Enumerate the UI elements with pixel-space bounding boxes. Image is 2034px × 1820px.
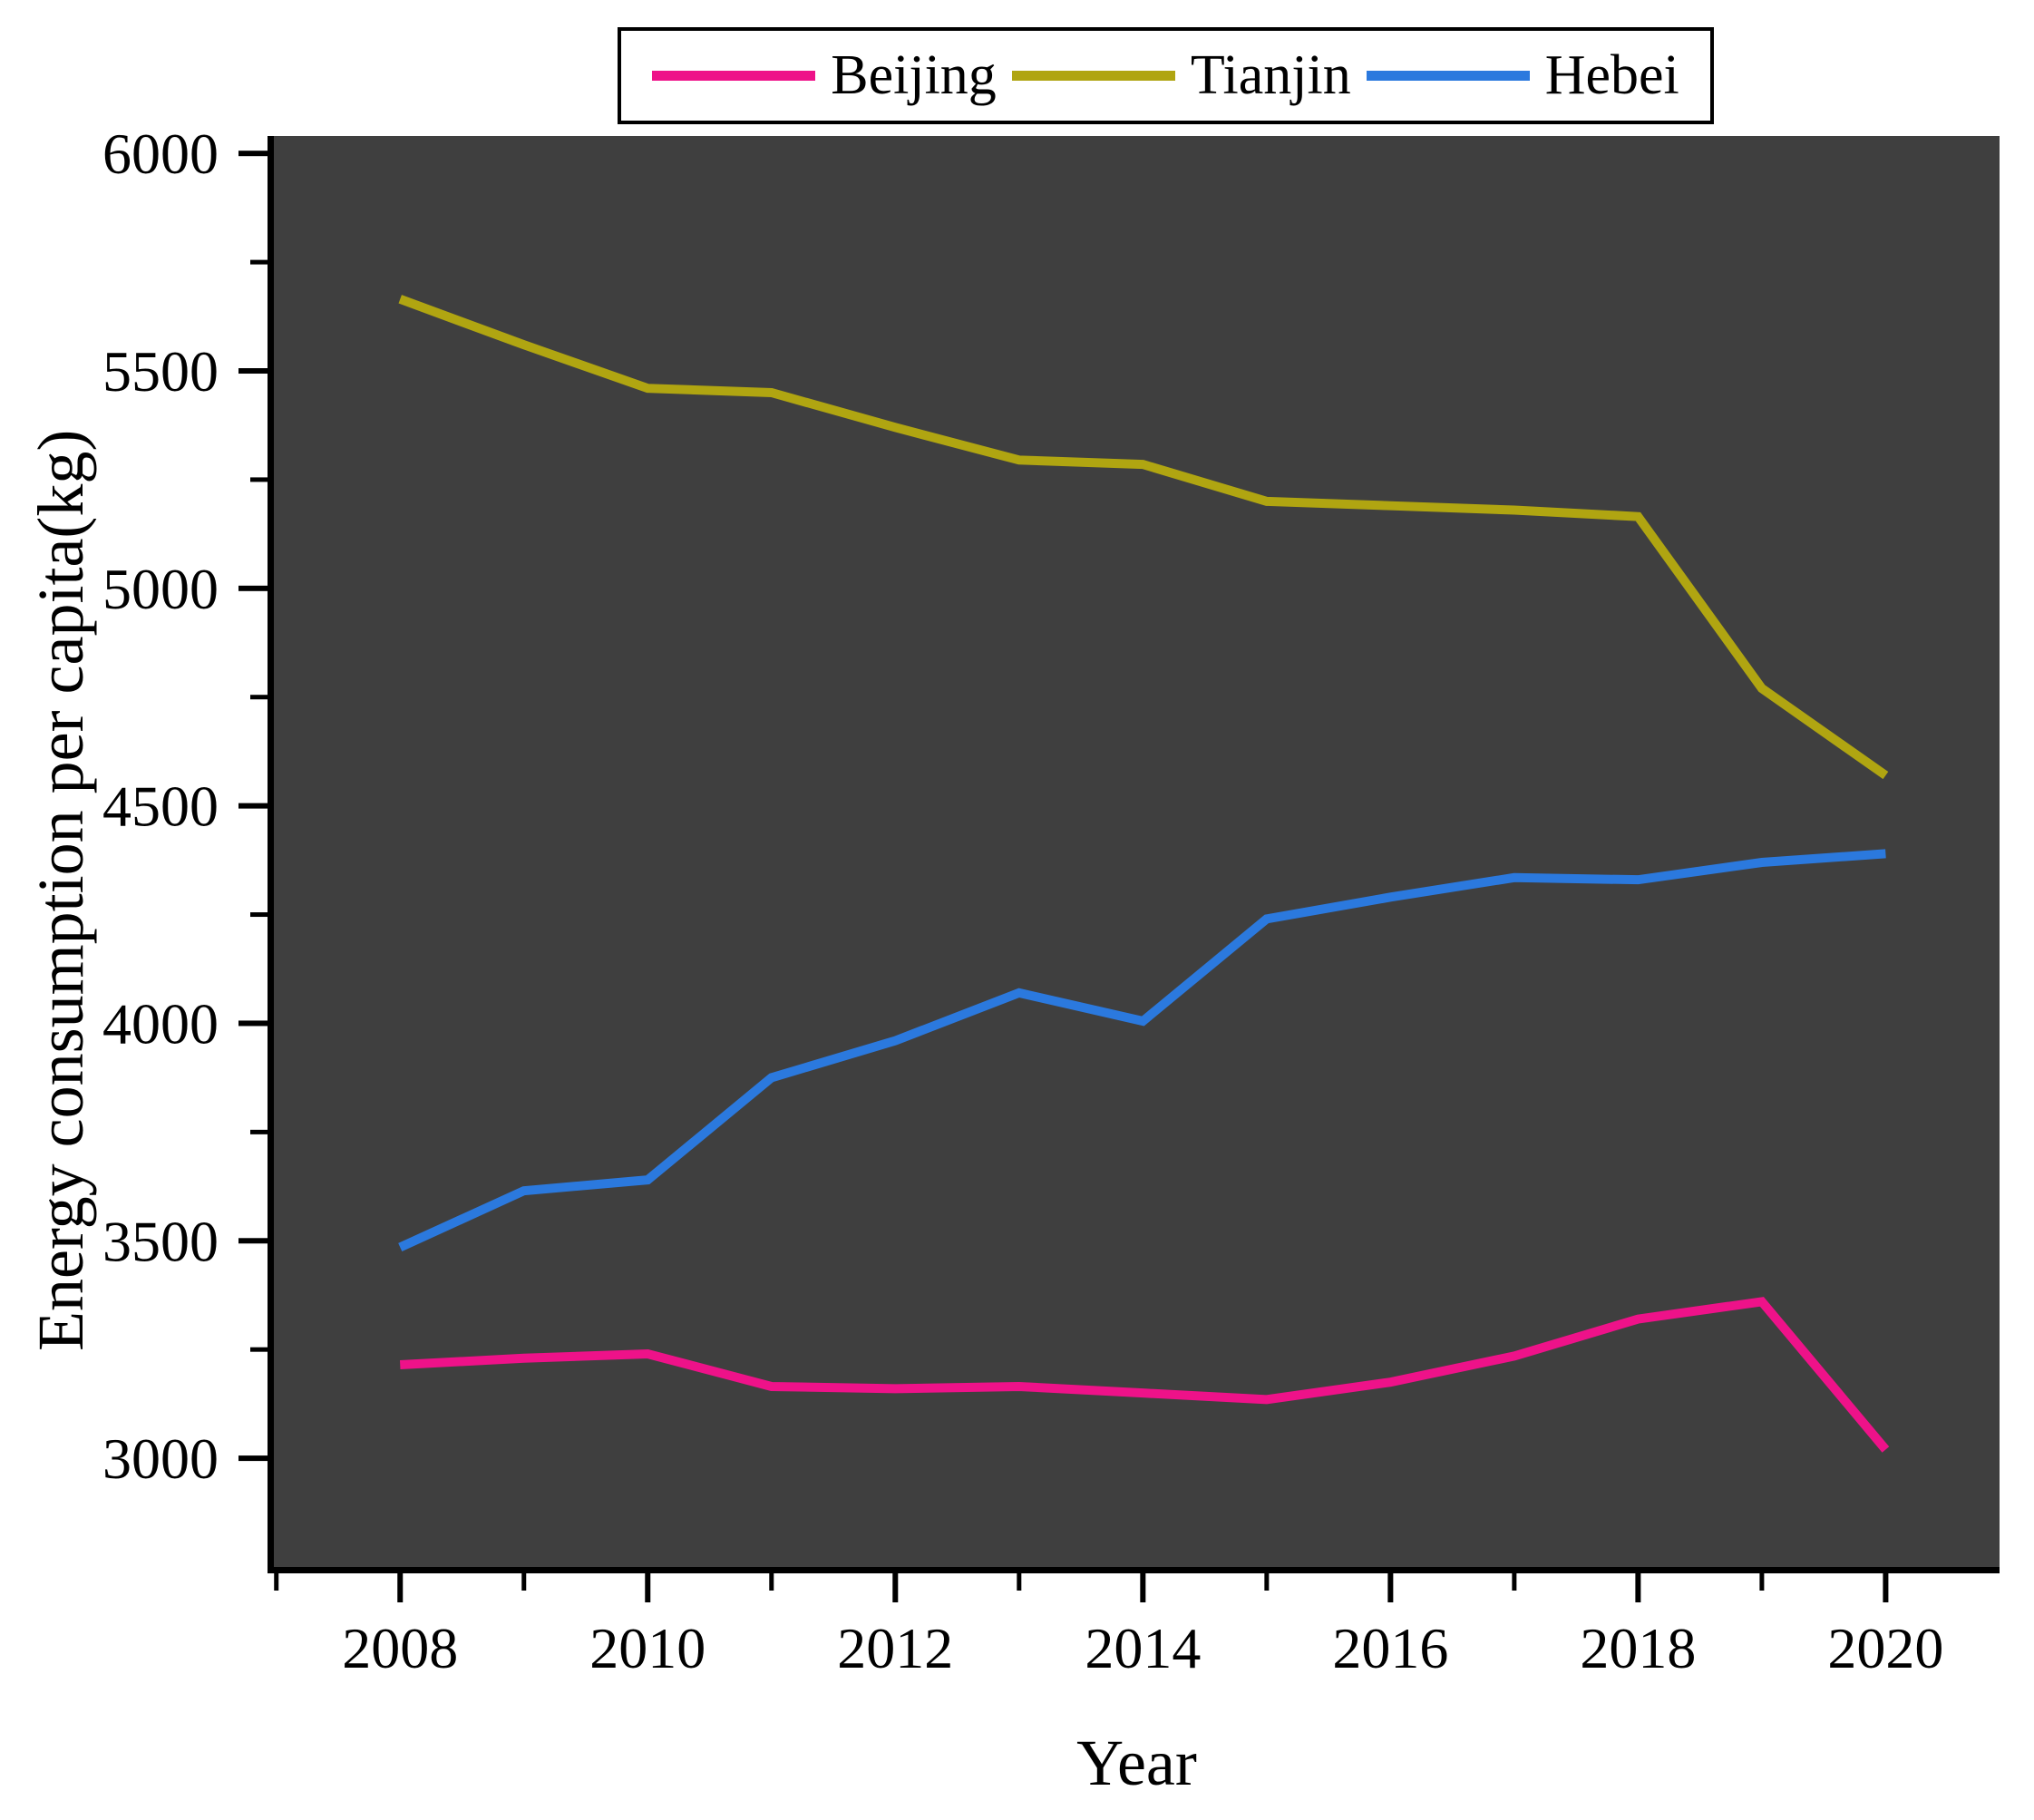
x-axis-title: Year <box>1076 1727 1197 1799</box>
plot-area <box>274 136 2000 1567</box>
y-major-tick <box>238 803 268 809</box>
y-major-tick <box>238 1020 268 1027</box>
x-minor-tick <box>1759 1573 1765 1591</box>
x-major-tick <box>397 1573 404 1602</box>
series-line-tianjin <box>398 295 1889 780</box>
x-major-tick <box>1635 1573 1641 1602</box>
legend-item-tianjin: Tianjin <box>1011 44 1351 108</box>
x-minor-tick <box>1264 1573 1270 1591</box>
y-tick-label: 3000 <box>102 1426 219 1491</box>
y-tick-label: 4500 <box>102 774 219 839</box>
y-minor-tick <box>250 477 268 482</box>
legend-swatch-beijing <box>652 71 816 81</box>
x-tick-label: 2010 <box>589 1616 706 1680</box>
x-major-tick <box>1883 1573 1889 1602</box>
series-line-beijing <box>399 1297 1890 1453</box>
legend-swatch-tianjin <box>1011 71 1175 81</box>
y-tick-label: 4000 <box>102 991 219 1056</box>
x-tick-label: 2020 <box>1827 1616 1943 1680</box>
y-minor-tick <box>250 1129 268 1134</box>
x-tick-label: 2018 <box>1580 1616 1696 1680</box>
y-major-tick <box>238 151 268 157</box>
x-tick-label: 2014 <box>1085 1616 1201 1680</box>
y-minor-tick <box>250 912 268 918</box>
y-minor-tick <box>250 259 268 265</box>
x-major-tick <box>892 1573 899 1602</box>
y-minor-tick <box>250 695 268 700</box>
y-major-tick <box>238 1238 268 1244</box>
y-major-tick <box>238 1455 268 1462</box>
y-minor-tick <box>250 1347 268 1352</box>
legend-swatch-hebei <box>1366 71 1530 81</box>
legend-label: Hebei <box>1544 44 1679 106</box>
x-major-tick <box>1387 1573 1394 1602</box>
x-tick-label: 2016 <box>1332 1616 1448 1680</box>
y-axis-title: Energy consumption per capita(kg) <box>24 429 97 1351</box>
legend-label: Beijing <box>831 44 997 106</box>
y-tick-label: 3500 <box>102 1209 219 1273</box>
y-axis-spine <box>268 136 274 1573</box>
x-major-tick <box>645 1573 651 1602</box>
y-major-tick <box>238 585 268 591</box>
x-major-tick <box>1140 1573 1146 1602</box>
y-major-tick <box>238 368 268 375</box>
x-minor-tick <box>1512 1573 1517 1591</box>
x-minor-tick <box>1017 1573 1022 1591</box>
legend: Beijing Tianjin Hebei <box>618 27 1714 124</box>
y-tick-label: 6000 <box>102 122 219 186</box>
x-minor-tick <box>521 1573 527 1591</box>
x-axis-spine <box>268 1567 2000 1573</box>
x-tick-label: 2012 <box>837 1616 953 1680</box>
x-minor-tick <box>274 1573 279 1591</box>
series-line-hebei <box>398 849 1886 1252</box>
x-tick-label: 2008 <box>342 1616 458 1680</box>
legend-item-hebei: Hebei <box>1366 44 1679 108</box>
x-minor-tick <box>769 1573 774 1591</box>
y-tick-label: 5000 <box>102 557 219 621</box>
legend-item-beijing: Beijing <box>652 44 997 108</box>
legend-label: Tianjin <box>1190 44 1351 106</box>
y-tick-label: 5500 <box>102 339 219 404</box>
